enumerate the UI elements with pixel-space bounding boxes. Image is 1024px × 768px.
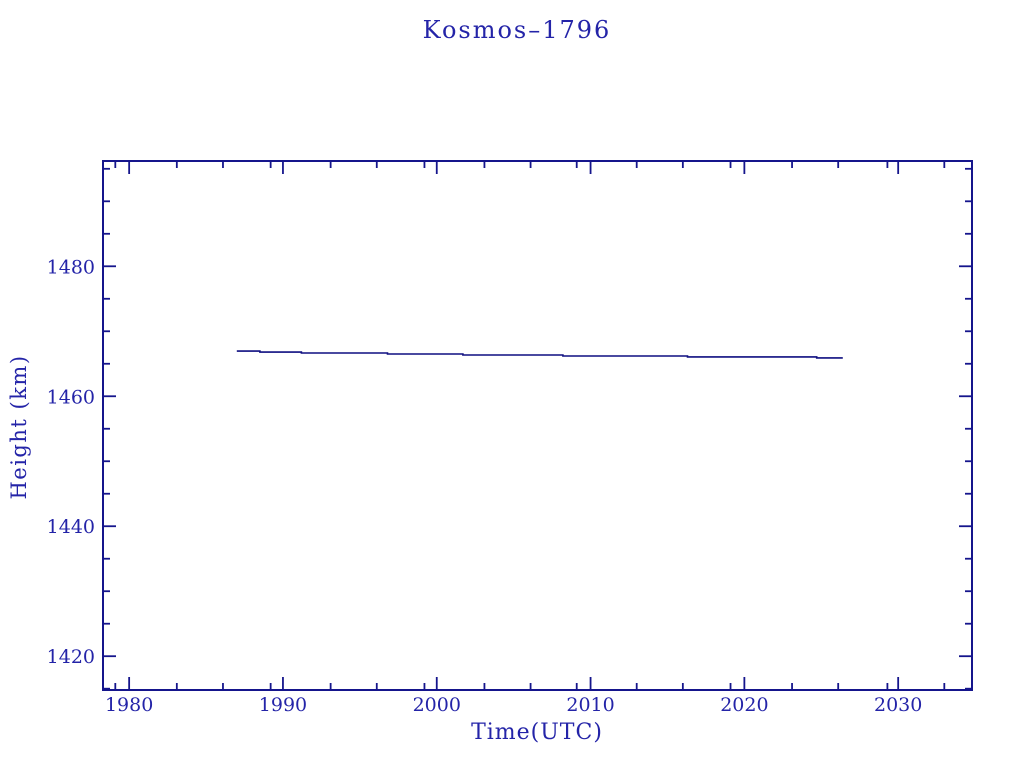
orbit-height-series-line [236,350,843,359]
y-tick-label: 1440 [47,516,95,538]
x-tick-label: 2000 [413,694,461,716]
x-tick-label: 1990 [259,694,307,716]
y-tick-label: 1480 [47,256,95,278]
x-tick-label: 2030 [874,694,922,716]
chart-title: Kosmos–1796 [422,16,612,44]
plot-frame [102,160,973,691]
y-tick-label: 1460 [47,386,95,408]
y-axis-title: Height (km) [7,354,31,500]
x-tick-label: 2020 [720,694,768,716]
x-tick-label: 2010 [566,694,614,716]
x-tick-label: 1980 [105,694,153,716]
x-axis-title: Time(UTC) [471,720,603,745]
y-tick-label: 1420 [47,646,95,668]
